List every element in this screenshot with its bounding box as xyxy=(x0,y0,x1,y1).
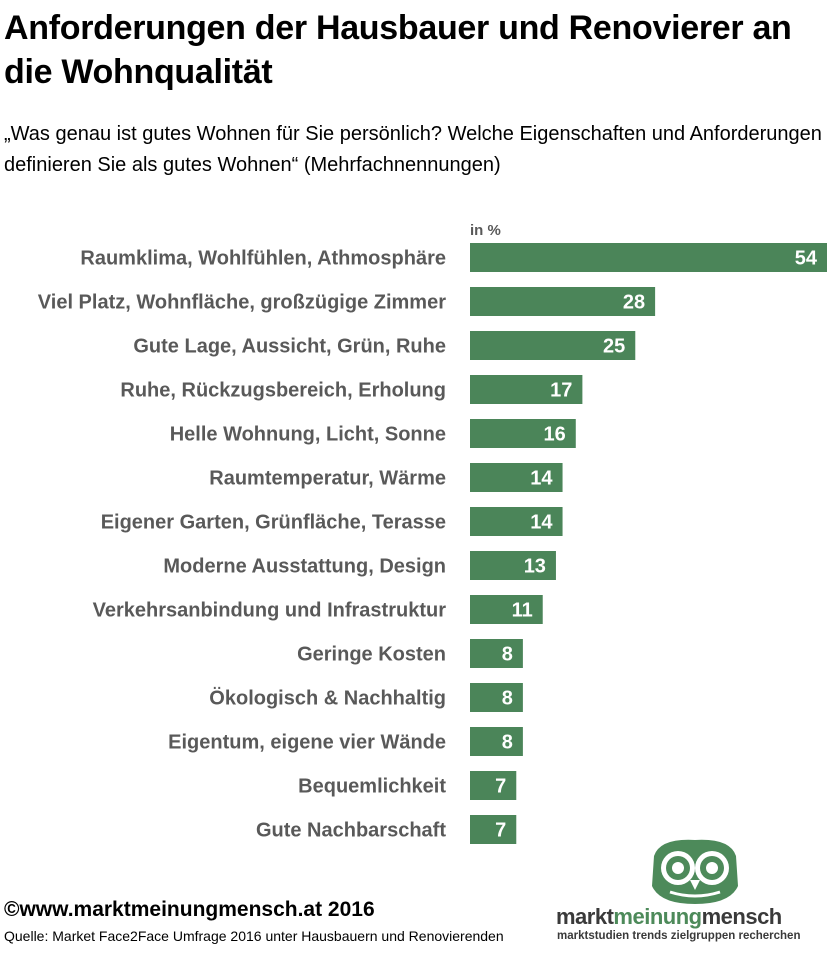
bar-value-label: 11 xyxy=(512,600,533,622)
category-label: Ruhe, Rückzugsbereich, Erholung xyxy=(120,380,446,402)
bar-value-label: 13 xyxy=(524,556,546,578)
category-label: Helle Wohnung, Licht, Sonne xyxy=(170,424,446,446)
bar-value-label: 7 xyxy=(495,820,506,842)
bar xyxy=(470,595,543,624)
page-subtitle: „Was genau ist gutes Wohnen für Sie pers… xyxy=(4,123,822,176)
bar-value-label: 54 xyxy=(795,248,818,270)
category-label: Gute Nachbarschaft xyxy=(256,820,446,842)
bar-value-label: 8 xyxy=(502,688,513,710)
source-text: Quelle: Market Face2Face Umfrage 2016 un… xyxy=(4,928,504,944)
bar-value-label: 25 xyxy=(603,336,625,358)
logo-word-part2: meinung xyxy=(613,904,702,929)
bar xyxy=(470,463,563,492)
logo-word-part1: markt xyxy=(556,904,614,929)
owl-icon xyxy=(652,839,738,904)
bar-value-label: 16 xyxy=(544,424,566,446)
bar xyxy=(470,287,656,316)
bar-value-label: 14 xyxy=(530,468,553,490)
bar xyxy=(470,243,827,272)
category-label: Viel Platz, Wohnfläche, großzügige Zimme… xyxy=(38,292,446,314)
bar xyxy=(470,331,636,360)
logo-tagline: marktstudien trends zielgruppen recherch… xyxy=(557,930,801,942)
category-label: Raumklima, Wohlfühlen, Athmosphäre xyxy=(80,248,446,270)
category-label: Raumtemperatur, Wärme xyxy=(209,468,446,490)
category-label: Gute Lage, Aussicht, Grün, Ruhe xyxy=(133,336,446,358)
bar-value-label: 8 xyxy=(502,732,513,754)
category-label: Moderne Ausstattung, Design xyxy=(163,556,446,578)
page-title: Anforderungen der Hausbauer und Renovier… xyxy=(4,9,792,91)
bar xyxy=(470,551,556,580)
bar xyxy=(470,815,517,844)
bar xyxy=(470,507,563,536)
category-label: Verkehrsanbindung und Infrastruktur xyxy=(93,600,447,622)
logo-word-part3: mensch xyxy=(701,904,783,929)
bar xyxy=(470,771,517,800)
bar-value-label: 14 xyxy=(530,512,553,534)
unit-label: in % xyxy=(470,222,501,239)
bar-value-label: 8 xyxy=(502,644,513,666)
bar xyxy=(470,639,523,668)
brand-logo: marktmeinungmensch marktstudien trends z… xyxy=(556,834,838,946)
category-label: Eigener Garten, Grünfläche, Terasse xyxy=(101,512,446,534)
category-label: Ökologisch & Nachhaltig xyxy=(209,687,446,710)
bar-value-label: 7 xyxy=(495,776,506,798)
bar xyxy=(470,419,576,448)
category-label: Bequemlichkeit xyxy=(298,776,446,798)
bar xyxy=(470,375,583,404)
logo-wordmark: marktmeinungmensch xyxy=(556,904,838,930)
bar-value-label: 28 xyxy=(623,292,645,314)
bar-chart: in % Raumklima, Wohlfühlen, Athmosphäre 5… xyxy=(38,222,827,844)
bar xyxy=(470,727,523,756)
copyright-text: ©www.marktmeinungmensch.at 2016 xyxy=(4,898,375,921)
bar-value-label: 17 xyxy=(550,380,572,402)
bar xyxy=(470,683,523,712)
category-label: Geringe Kosten xyxy=(297,644,446,666)
category-label: Eigentum, eigene vier Wände xyxy=(168,732,446,754)
